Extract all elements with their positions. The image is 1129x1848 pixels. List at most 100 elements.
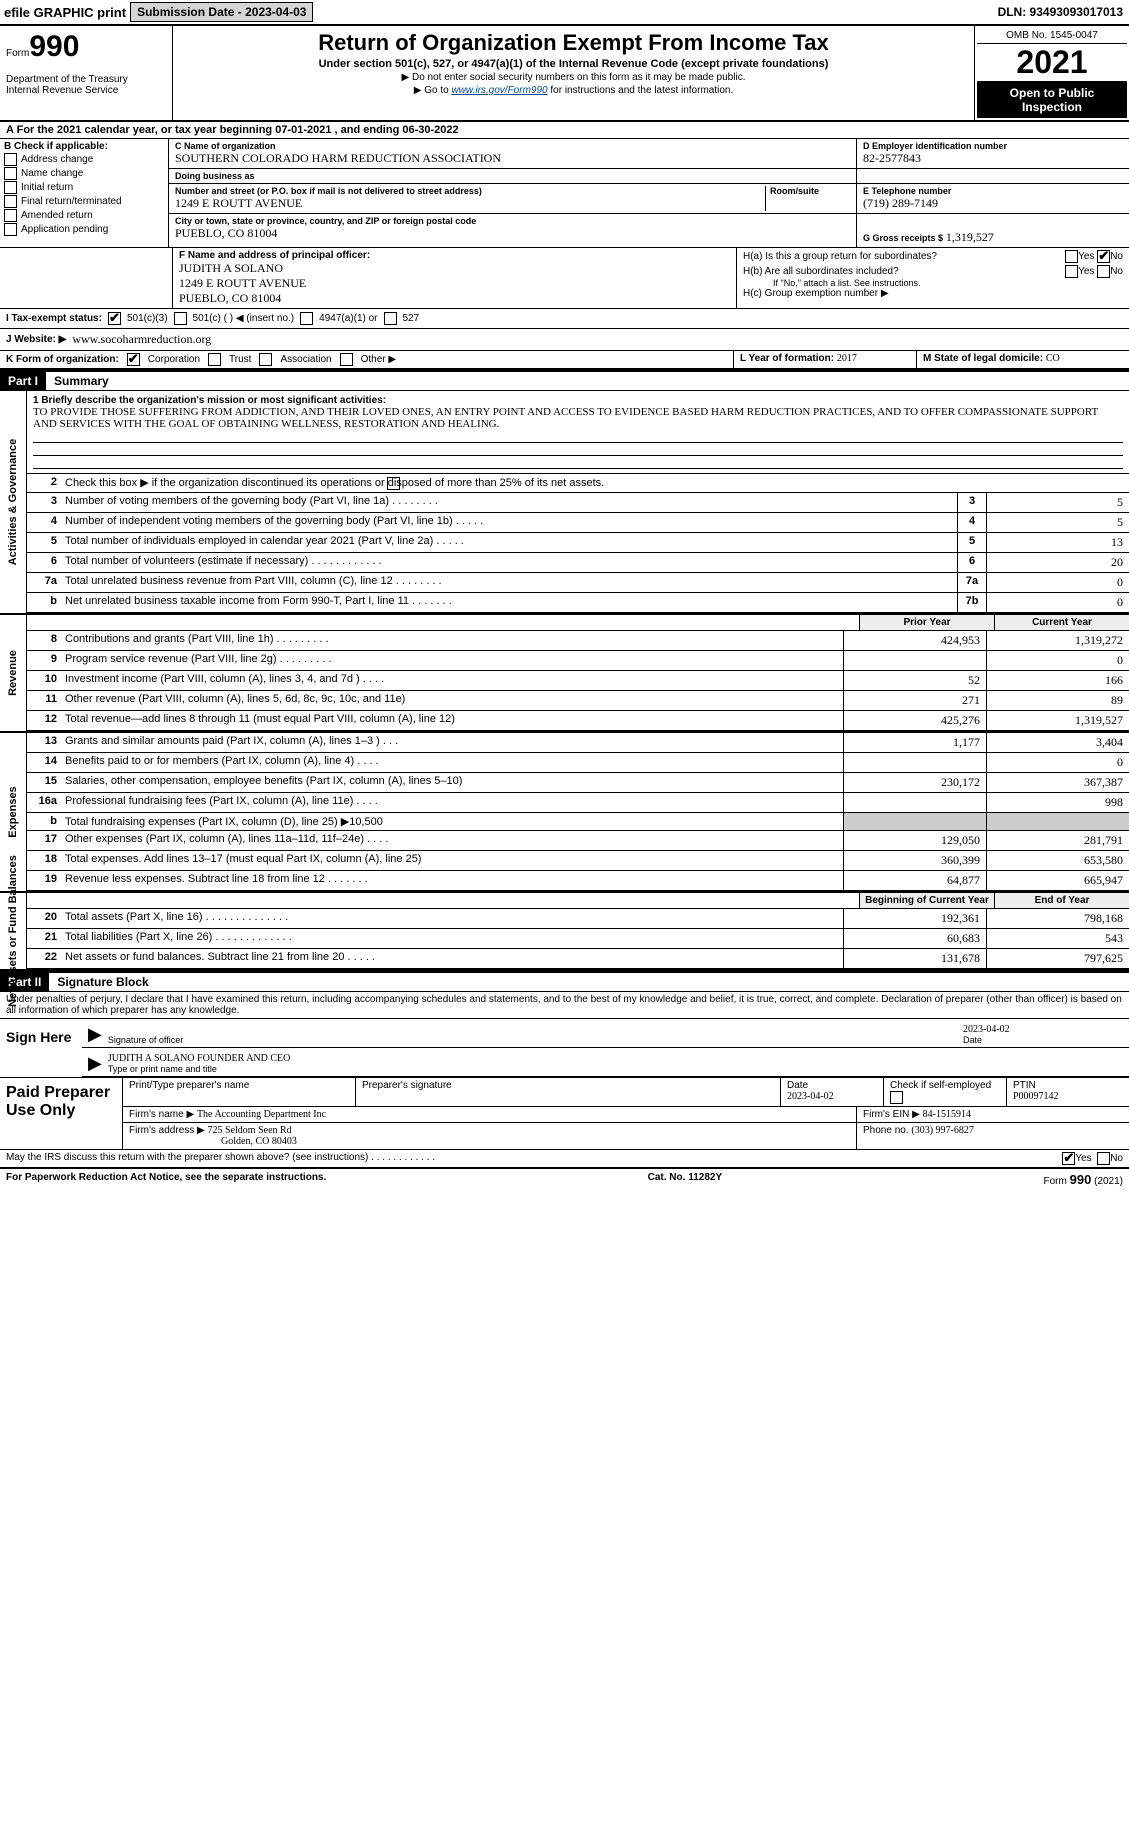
chk-501c3[interactable] (108, 312, 121, 325)
website-row: J Website: ▶ www.socoharmreduction.org (0, 329, 1129, 351)
chk-501c[interactable] (174, 312, 187, 325)
year-formation: 2017 (837, 353, 857, 364)
form-subtitle: Under section 501(c), 527, or 4947(a)(1)… (179, 58, 968, 70)
discuss-row: May the IRS discuss this return with the… (0, 1149, 1129, 1167)
chk-final-return[interactable] (4, 195, 17, 208)
irs-link[interactable]: www.irs.gov/Form990 (451, 85, 547, 96)
tax-exempt-row: I Tax-exempt status: 501(c)(3) 501(c) ( … (0, 309, 1129, 329)
table-row: 8Contributions and grants (Part VIII, li… (27, 631, 1129, 651)
form-number: 990 (29, 30, 79, 63)
table-row: 20Total assets (Part X, line 16) . . . .… (27, 909, 1129, 929)
chk-address-change[interactable] (4, 153, 17, 166)
expenses-section: Expenses 13Grants and similar amounts pa… (0, 733, 1129, 893)
table-row: bTotal fundraising expenses (Part IX, co… (27, 813, 1129, 831)
website-value: www.socoharmreduction.org (72, 332, 211, 347)
chk-discuss-no[interactable] (1097, 1152, 1110, 1165)
firm-ein: 84-1515914 (923, 1109, 971, 1120)
chk-ha-yes[interactable] (1065, 250, 1078, 263)
table-row: 22Net assets or fund balances. Subtract … (27, 949, 1129, 969)
chk-corp[interactable] (127, 353, 140, 366)
sig-date: 2023-04-02 (963, 1024, 1123, 1035)
officer-printed-name: JUDITH A SOLANO FOUNDER AND CEO (108, 1053, 1123, 1064)
chk-527[interactable] (384, 312, 397, 325)
table-row: 7aTotal unrelated business revenue from … (27, 573, 1129, 593)
chk-app-pending[interactable] (4, 223, 17, 236)
table-row: 6Total number of volunteers (estimate if… (27, 553, 1129, 573)
chk-ha-no[interactable] (1097, 250, 1110, 263)
gross-receipts: 1,319,527 (946, 230, 994, 244)
f-h-block: F Name and address of principal officer:… (0, 248, 1129, 309)
revenue-section: Revenue Prior YearCurrent Year 8Contribu… (0, 615, 1129, 733)
city-state-zip: PUEBLO, CO 81004 (175, 226, 850, 241)
signature-arrow-icon: ▶ (88, 1024, 102, 1045)
table-row: 18Total expenses. Add lines 13–17 (must … (27, 851, 1129, 871)
table-row: 14Benefits paid to or for members (Part … (27, 753, 1129, 773)
dept-treasury: Department of the Treasury (6, 74, 166, 85)
chk-other[interactable] (340, 353, 353, 366)
table-row: 21Total liabilities (Part X, line 26) . … (27, 929, 1129, 949)
dln-label: DLN: 93493093017013 (992, 3, 1129, 21)
table-row: 5Total number of individuals employed in… (27, 533, 1129, 553)
chk-trust[interactable] (208, 353, 221, 366)
footer-bar: For Paperwork Reduction Act Notice, see … (0, 1167, 1129, 1190)
table-row: 11Other revenue (Part VIII, column (A), … (27, 691, 1129, 711)
part2-bar: Part II Signature Block (0, 971, 1129, 992)
dept-irs: Internal Revenue Service (6, 85, 166, 96)
officer-addr1: 1249 E ROUTT AVENUE (179, 276, 730, 291)
chk-name-change[interactable] (4, 167, 17, 180)
chk-self-employed[interactable] (890, 1091, 903, 1104)
klm-row: K Form of organization: Corporation Trus… (0, 351, 1129, 370)
org-name: SOUTHERN COLORADO HARM REDUCTION ASSOCIA… (175, 151, 850, 166)
perjury-statement: Under penalties of perjury, I declare th… (0, 992, 1129, 1019)
activities-governance: Activities & Governance 1 Briefly descri… (0, 391, 1129, 615)
net-assets-section: Net Assets or Fund Balances Beginning of… (0, 893, 1129, 971)
tax-year: 2021 (977, 44, 1127, 82)
chk-initial-return[interactable] (4, 181, 17, 194)
form-title: Return of Organization Exempt From Incom… (179, 30, 968, 56)
chk-discontinued[interactable] (387, 477, 400, 490)
phone-value: (719) 289-7149 (863, 196, 1123, 211)
firm-phone: (303) 997-6827 (911, 1125, 974, 1136)
efile-topbar: efile GRAPHIC print Submission Date - 20… (0, 0, 1129, 26)
part1-bar: Part I Summary (0, 370, 1129, 391)
chk-assoc[interactable] (259, 353, 272, 366)
ein-value: 82-2577843 (863, 151, 1123, 166)
paid-preparer-block: Paid Preparer Use Only Print/Type prepar… (0, 1077, 1129, 1149)
chk-amended[interactable] (4, 209, 17, 222)
chk-4947[interactable] (300, 312, 313, 325)
firm-name: The Accounting Department Inc (197, 1109, 326, 1120)
efile-label: efile GRAPHIC print (4, 5, 126, 20)
table-row: 13Grants and similar amounts paid (Part … (27, 733, 1129, 753)
period-line: A For the 2021 calendar year, or tax yea… (0, 122, 1129, 139)
officer-name: JUDITH A SOLANO (179, 261, 730, 276)
table-row: 15Salaries, other compensation, employee… (27, 773, 1129, 793)
table-row: 17Other expenses (Part IX, column (A), l… (27, 831, 1129, 851)
table-row: 19Revenue less expenses. Subtract line 1… (27, 871, 1129, 891)
box-b: B Check if applicable: Address change Na… (0, 139, 169, 247)
chk-hb-yes[interactable] (1065, 265, 1078, 278)
mission-text: TO PROVIDE THOSE SUFFERING FROM ADDICTIO… (33, 406, 1123, 430)
street-address: 1249 E ROUTT AVENUE (175, 196, 765, 211)
sign-here-block: Sign Here ▶ Signature of officer 2023-04… (0, 1019, 1129, 1077)
firm-addr2: Golden, CO 80403 (221, 1136, 297, 1147)
table-row: 9Program service revenue (Part VIII, lin… (27, 651, 1129, 671)
identity-block: B Check if applicable: Address change Na… (0, 139, 1129, 248)
omb-number: OMB No. 1545-0047 (977, 28, 1127, 44)
form-note-ssn: ▶ Do not enter social security numbers o… (179, 72, 968, 83)
chk-discuss-yes[interactable] (1062, 1152, 1075, 1165)
submission-date-box: Submission Date - 2023-04-03 (130, 2, 313, 22)
state-domicile: CO (1046, 353, 1060, 364)
firm-addr1: 725 Seldom Seen Rd (208, 1125, 292, 1136)
table-row: 12Total revenue—add lines 8 through 11 (… (27, 711, 1129, 731)
table-row: 4Number of independent voting members of… (27, 513, 1129, 533)
prep-date: 2023-04-02 (787, 1091, 834, 1102)
table-row: 16aProfessional fundraising fees (Part I… (27, 793, 1129, 813)
table-row: 3Number of voting members of the governi… (27, 493, 1129, 513)
chk-hb-no[interactable] (1097, 265, 1110, 278)
table-row: 10Investment income (Part VIII, column (… (27, 671, 1129, 691)
table-row: bNet unrelated business taxable income f… (27, 593, 1129, 613)
officer-addr2: PUEBLO, CO 81004 (179, 291, 730, 306)
open-to-public: Open to Public Inspection (977, 82, 1127, 118)
form-header: Form990 Department of the Treasury Inter… (0, 26, 1129, 122)
form-note-link: ▶ Go to www.irs.gov/Form990 for instruct… (179, 85, 968, 96)
